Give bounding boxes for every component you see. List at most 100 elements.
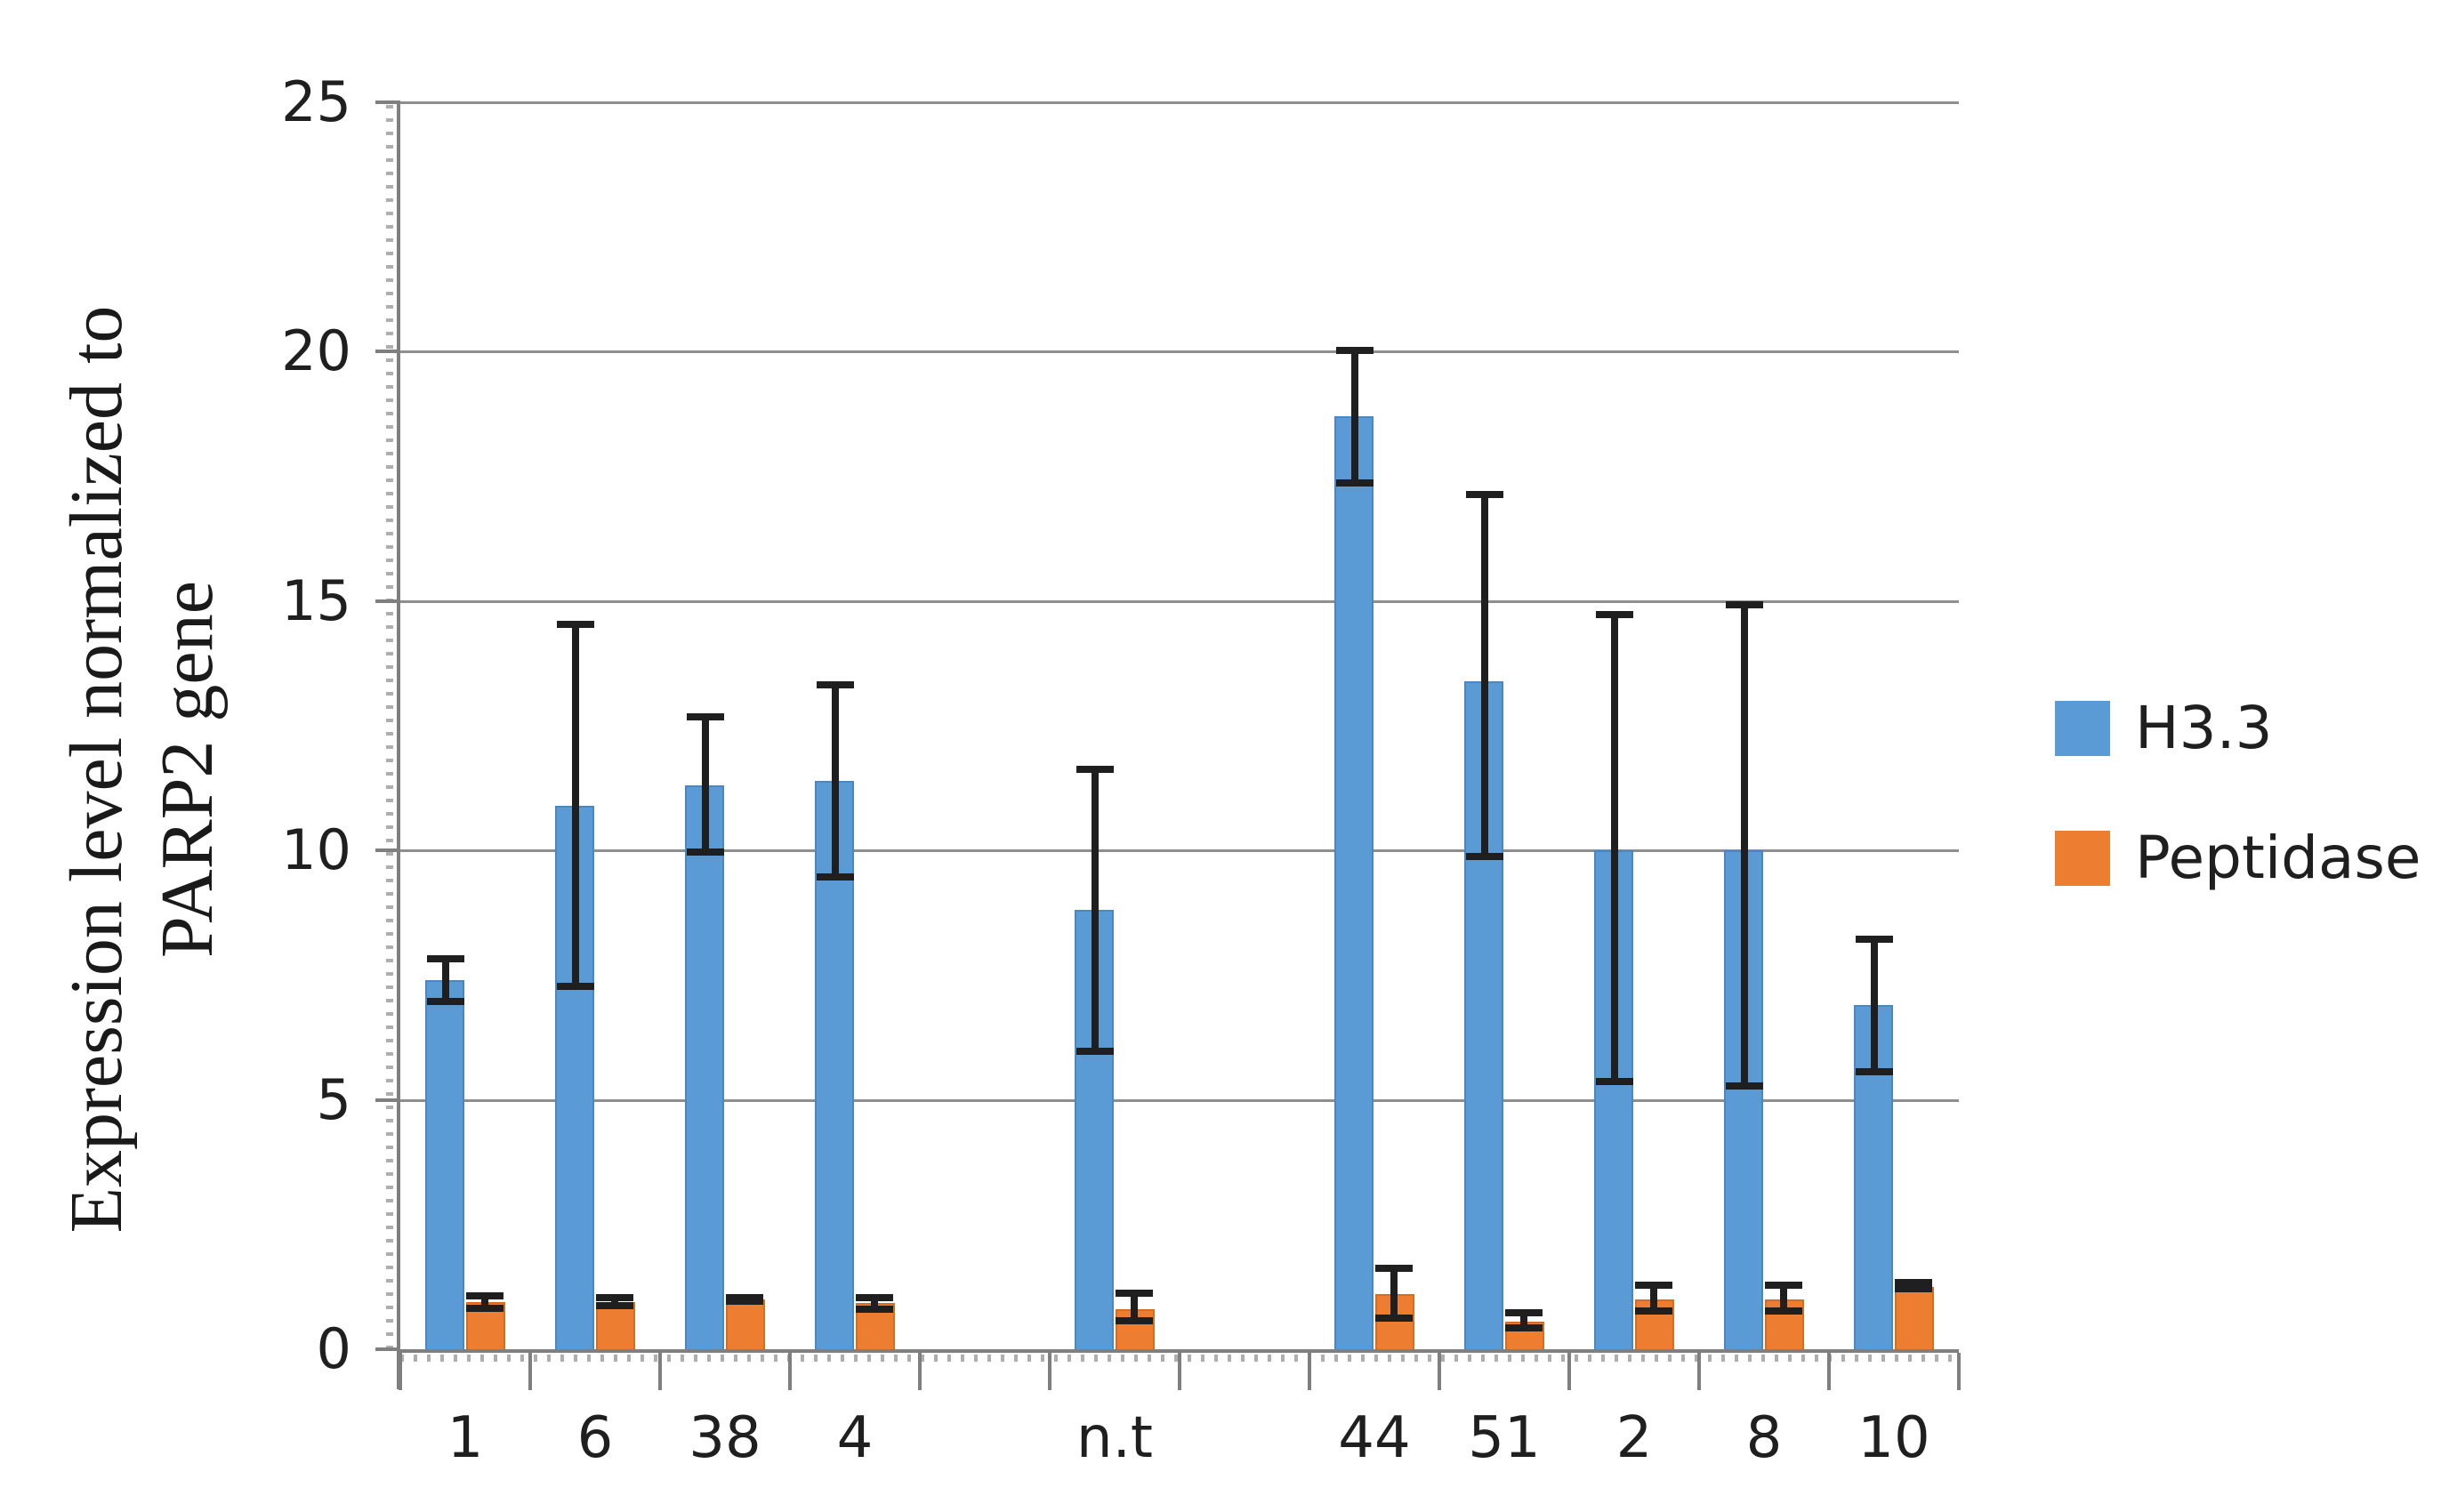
gridline-15 <box>400 599 1959 603</box>
errorbar-line-h33-8 <box>1741 600 1748 1090</box>
x-axis-line <box>397 1349 1959 1353</box>
y-axis-minor-ticks <box>386 102 393 1349</box>
errorbar-line-peptidase-6 <box>611 1294 618 1310</box>
y-axis-title-line1: Expression level normalized to <box>55 305 138 1234</box>
y-tick-0 <box>375 1347 400 1351</box>
x-category-label-51: 51 <box>1468 1405 1541 1471</box>
errorbar-cap-top-h33-2 <box>1596 611 1633 619</box>
errorbar-cap-bottom-h33-44 <box>1336 479 1374 487</box>
errorbar-line-peptidase-1 <box>481 1291 488 1312</box>
errorbar-line-h33-1 <box>442 954 449 1006</box>
errorbar-line-h33-38 <box>702 712 709 856</box>
x-category-label-6: 6 <box>576 1405 614 1471</box>
x-category-label-38: 38 <box>689 1405 761 1471</box>
errorbar-line-h33-51 <box>1481 491 1488 861</box>
errorbar-line-peptidase-2 <box>1650 1282 1657 1315</box>
legend-label-peptidase: Peptidase <box>2135 824 2421 892</box>
x-tick-8 <box>1438 1353 1441 1390</box>
x-tick-12 <box>1957 1353 1961 1390</box>
bar-peptidase-10 <box>1895 1286 1934 1349</box>
gridline-20 <box>400 350 1959 354</box>
x-tick-11 <box>1827 1353 1831 1390</box>
bar-h33-n.t <box>1075 910 1114 1349</box>
legend-swatch-peptidase <box>2055 831 2110 886</box>
errorbar-cap-top-h33-38 <box>687 712 724 720</box>
errorbar-cap-bottom-h33-2 <box>1596 1077 1633 1085</box>
x-tick-10 <box>1697 1353 1701 1390</box>
errorbar-line-peptidase-51 <box>1520 1309 1527 1332</box>
gridline-10 <box>400 849 1959 853</box>
errorbar-line-h33-2 <box>1611 611 1618 1085</box>
x-tick-0 <box>399 1353 402 1390</box>
errorbar-line-h33-4 <box>832 680 839 881</box>
y-tick-label-10: 10 <box>281 817 351 883</box>
x-tick-9 <box>1567 1353 1571 1390</box>
errorbar-cap-bottom-h33-10 <box>1856 1067 1893 1075</box>
errorbar-cap-top-h33-1 <box>427 954 464 962</box>
errorbar-cap-top-peptidase-4 <box>856 1294 893 1302</box>
errorbar-cap-bottom-h33-8 <box>1726 1082 1763 1090</box>
y-tick-10 <box>375 848 400 853</box>
bar-peptidase-6 <box>596 1301 635 1349</box>
legend-item-peptidase: Peptidase <box>2055 829 2421 888</box>
errorbar-cap-top-h33-8 <box>1726 600 1763 608</box>
errorbar-cap-top-peptidase-10 <box>1895 1279 1932 1287</box>
errorbar-cap-bottom-peptidase-38 <box>726 1297 763 1305</box>
y-tick-label-5: 5 <box>316 1066 351 1132</box>
errorbar-line-h33-10 <box>1871 935 1878 1075</box>
x-category-label-8: 8 <box>1745 1405 1783 1471</box>
errorbar-cap-bottom-h33-1 <box>427 998 464 1006</box>
errorbar-cap-bottom-peptidase-8 <box>1765 1307 1802 1315</box>
x-tick-4 <box>918 1353 922 1390</box>
y-tick-label-20: 20 <box>281 318 351 384</box>
errorbar-cap-top-h33-6 <box>557 621 594 629</box>
errorbar-cap-top-peptidase-2 <box>1635 1282 1672 1290</box>
x-category-label-1: 1 <box>447 1405 484 1471</box>
errorbar-cap-bottom-h33-6 <box>557 983 594 991</box>
errorbar-cap-bottom-h33-38 <box>687 848 724 856</box>
x-category-label-2: 2 <box>1615 1405 1653 1471</box>
x-tick-2 <box>658 1353 662 1390</box>
errorbar-cap-bottom-h33-n.t <box>1076 1048 1114 1056</box>
errorbar-cap-bottom-peptidase-2 <box>1635 1307 1672 1315</box>
errorbar-line-peptidase-4 <box>871 1294 878 1313</box>
x-tick-7 <box>1308 1353 1311 1390</box>
errorbar-cap-bottom-peptidase-1 <box>466 1304 504 1312</box>
gridline-25 <box>400 101 1959 104</box>
errorbar-cap-bottom-peptidase-44 <box>1375 1315 1413 1323</box>
y-tick-20 <box>375 350 400 354</box>
errorbar-line-h33-n.t <box>1092 765 1099 1056</box>
errorbar-cap-bottom-peptidase-4 <box>856 1305 893 1313</box>
y-tick-5 <box>375 1098 400 1102</box>
errorbar-cap-top-peptidase-n.t <box>1116 1289 1153 1297</box>
x-tick-5 <box>1048 1353 1051 1390</box>
x-category-label-44: 44 <box>1338 1405 1411 1471</box>
y-tick-15 <box>375 599 400 603</box>
errorbar-line-h33-44 <box>1351 346 1358 487</box>
bar-h33-1 <box>425 980 464 1349</box>
gridline-5 <box>400 1098 1959 1102</box>
errorbar-cap-bottom-h33-51 <box>1466 853 1503 861</box>
errorbar-cap-top-h33-n.t <box>1076 765 1114 773</box>
x-category-label-10: 10 <box>1857 1405 1930 1471</box>
y-axis-title: Expression level normalized to PARP2 gen… <box>52 120 238 1419</box>
y-axis-line <box>397 102 400 1389</box>
y-tick-label-25: 25 <box>281 69 351 134</box>
errorbar-cap-top-h33-44 <box>1336 346 1374 354</box>
bar-h33-38 <box>685 785 724 1349</box>
errorbar-cap-top-peptidase-44 <box>1375 1264 1413 1272</box>
errorbar-line-peptidase-8 <box>1780 1282 1787 1315</box>
errorbar-line-peptidase-44 <box>1390 1264 1398 1323</box>
errorbar-cap-top-peptidase-6 <box>596 1294 633 1302</box>
errorbar-cap-top-peptidase-1 <box>466 1291 504 1299</box>
x-category-label-4: 4 <box>836 1405 874 1471</box>
bar-peptidase-38 <box>726 1299 765 1349</box>
y-tick-label-15: 15 <box>281 567 351 633</box>
errorbar-cap-top-peptidase-8 <box>1765 1282 1802 1290</box>
errorbar-cap-bottom-peptidase-n.t <box>1116 1316 1153 1324</box>
errorbar-line-peptidase-n.t <box>1131 1289 1138 1324</box>
y-axis-title-line2: PARP2 gene <box>146 581 229 958</box>
legend-item-h33: H3.3 <box>2055 699 2273 758</box>
legend-label-h33: H3.3 <box>2135 694 2273 762</box>
x-tick-1 <box>528 1353 532 1390</box>
